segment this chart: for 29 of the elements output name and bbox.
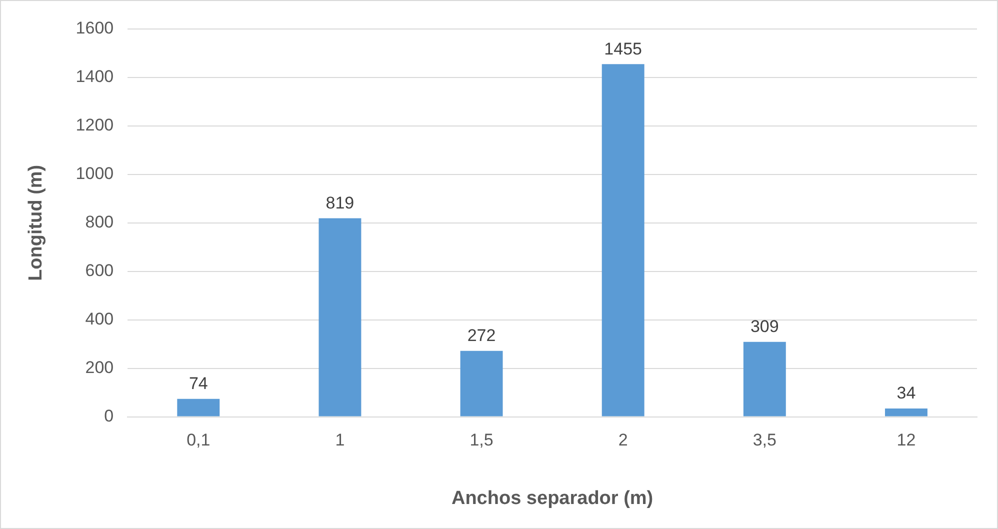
- y-tick-label: 1400: [76, 67, 114, 86]
- x-tick-label: 0,1: [186, 430, 210, 450]
- x-tick-label: 2: [618, 430, 628, 450]
- bar: [743, 342, 786, 416]
- x-tick-label: 1: [335, 430, 345, 450]
- y-tick-label: 1600: [76, 18, 114, 38]
- y-axis-title: Longitud (m): [26, 164, 47, 281]
- bar: [318, 218, 362, 416]
- y-tick-label: 600: [85, 261, 114, 280]
- y-tick-label: 1200: [76, 116, 114, 135]
- data-label: 272: [467, 326, 496, 346]
- bar: [602, 64, 644, 416]
- data-label: 1455: [604, 39, 642, 58]
- y-tick-label: 0: [104, 406, 114, 426]
- data-label: 309: [750, 317, 779, 336]
- bar: [460, 350, 503, 416]
- y-tick-label: 400: [85, 310, 114, 329]
- y-tick-label: 200: [85, 358, 114, 378]
- y-tick-label: 800: [85, 212, 114, 232]
- bar: [177, 398, 220, 416]
- bar: [884, 408, 928, 416]
- x-tick-label: 1,5: [470, 430, 494, 450]
- data-label: 34: [896, 384, 916, 403]
- y-tick-label: 1000: [76, 164, 114, 184]
- x-tick-label: 3,5: [752, 430, 776, 450]
- data-label: 74: [188, 374, 208, 394]
- x-tick-label: 12: [896, 430, 916, 450]
- x-axis-title: Anchos separador (m): [451, 488, 654, 509]
- data-label: 819: [326, 193, 354, 212]
